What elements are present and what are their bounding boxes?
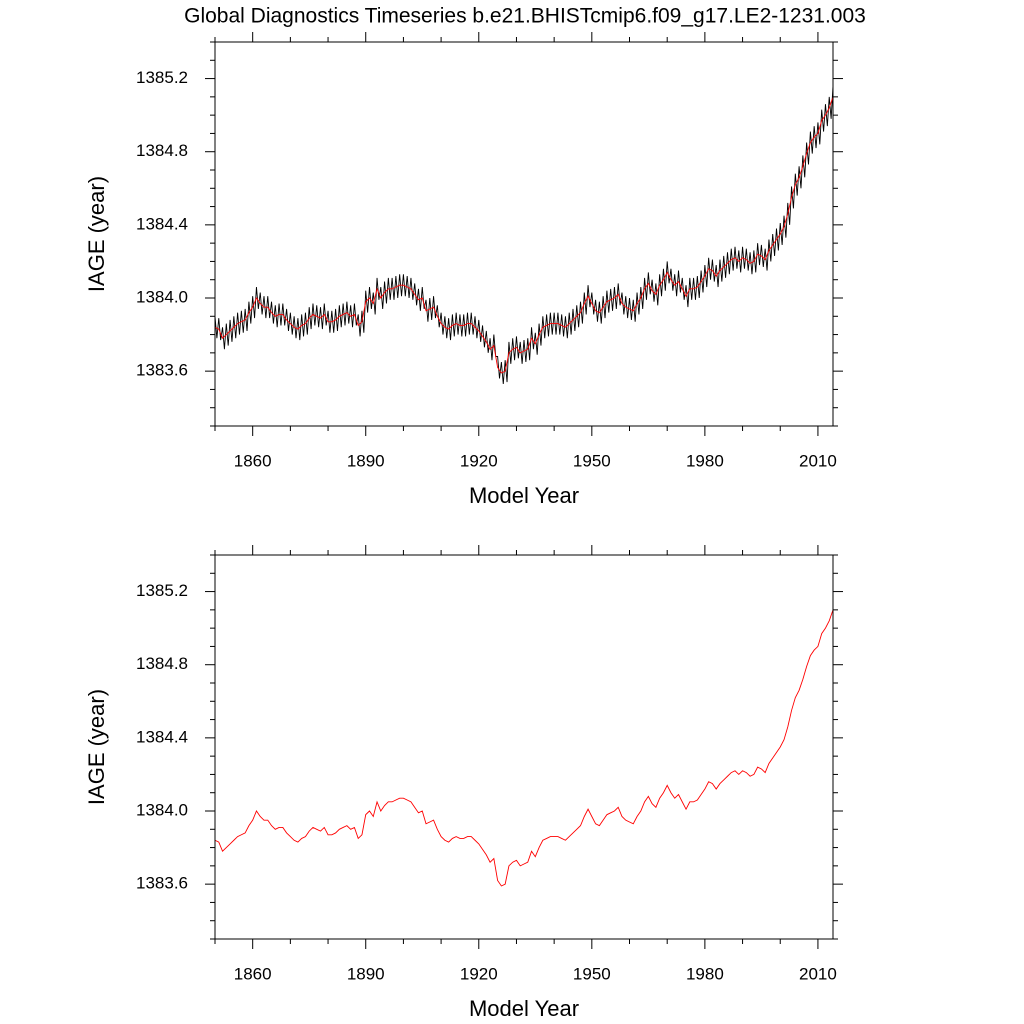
plot-frame — [214, 41, 834, 427]
data-line — [215, 85, 833, 384]
x-tick-label: 1950 — [573, 964, 611, 983]
y-axis-title: IAGE (year) — [84, 689, 109, 805]
x-tick-label: 1980 — [686, 964, 724, 983]
x-tick-label: 2010 — [799, 964, 837, 983]
x-tick-label: 1890 — [347, 451, 385, 470]
x-tick-label: 1890 — [347, 964, 385, 983]
y-tick-label: 1383.6 — [136, 874, 188, 893]
y-tick-label: 1383.6 — [136, 361, 188, 380]
x-tick-label: 1920 — [460, 964, 498, 983]
x-tick-label: 1860 — [234, 964, 272, 983]
y-tick-label: 1384.0 — [136, 800, 188, 819]
y-tick-label: 1384.4 — [136, 214, 188, 233]
x-tick-label: 1980 — [686, 451, 724, 470]
x-tick-label: 1920 — [460, 451, 498, 470]
y-tick-label: 1385.2 — [136, 68, 188, 87]
x-tick-label: 1950 — [573, 451, 611, 470]
y-tick-label: 1384.8 — [136, 654, 188, 673]
x-tick-label: 1860 — [234, 451, 272, 470]
x-axis-title: Model Year — [469, 483, 579, 508]
data-line — [215, 609, 833, 887]
x-axis-title: Model Year — [469, 996, 579, 1021]
y-tick-label: 1384.0 — [136, 287, 188, 306]
x-tick-label: 2010 — [799, 451, 837, 470]
chart-title: Global Diagnostics Timeseries b.e21.BHIS… — [184, 5, 866, 28]
y-tick-label: 1385.2 — [136, 581, 188, 600]
y-axis-title: IAGE (year) — [84, 176, 109, 292]
y-tick-label: 1384.4 — [136, 727, 188, 746]
y-tick-label: 1384.8 — [136, 141, 188, 160]
plot-frame — [214, 554, 834, 940]
data-line — [215, 96, 833, 374]
